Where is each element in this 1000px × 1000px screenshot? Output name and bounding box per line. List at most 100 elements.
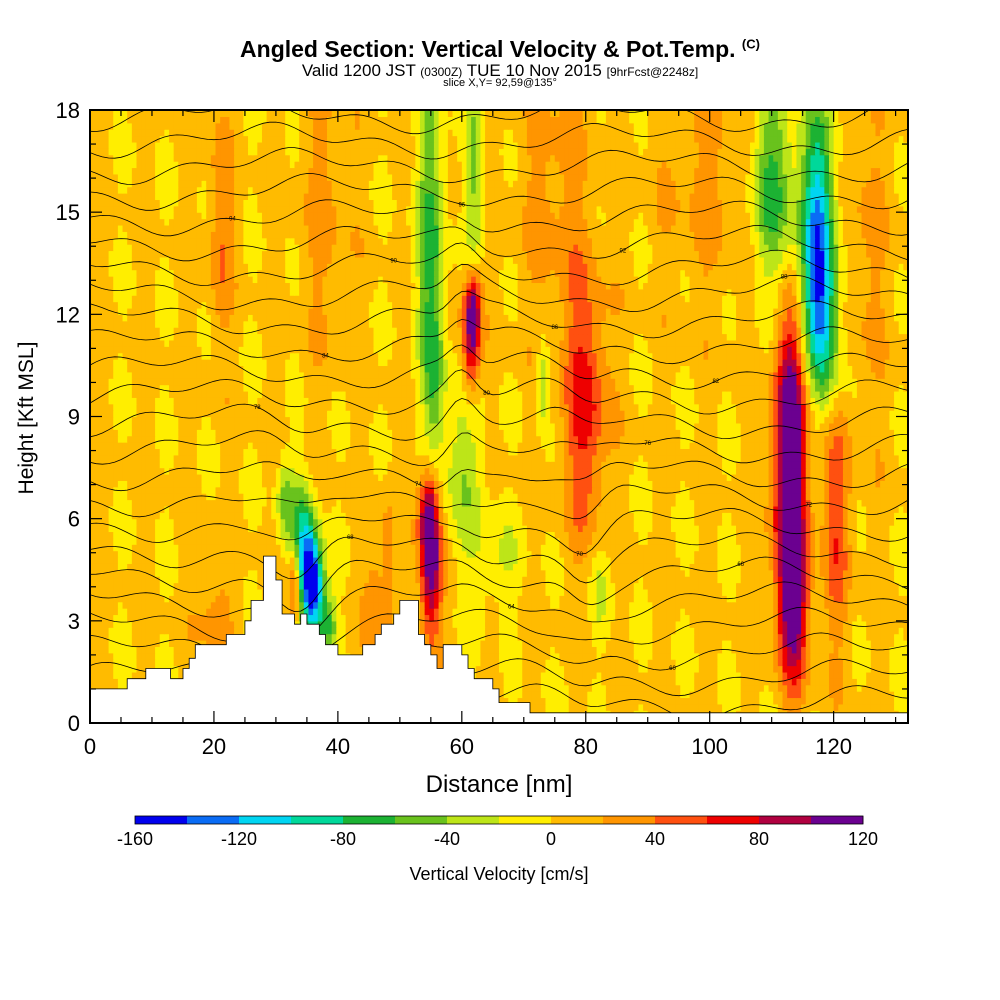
velocity-cell [573,652,579,660]
velocity-cell [619,633,626,641]
velocity-cell [791,569,798,577]
velocity-cell [127,544,133,552]
velocity-cell [499,595,505,603]
velocity-cell [736,620,742,628]
velocity-cell [466,646,472,654]
velocity-cell [717,556,723,564]
velocity-cell [540,652,547,660]
velocity-cell [722,588,728,596]
velocity-cell [824,671,830,679]
velocity-cell [526,620,533,628]
velocity-cell [471,646,477,654]
velocity-cell [122,678,128,686]
velocity-cell [763,556,770,564]
velocity-cell [717,595,723,603]
velocity-cell [447,556,454,564]
velocity-cell [220,569,226,577]
velocity-cell [657,550,663,558]
velocity-cell [615,544,621,552]
velocity-cell [615,639,621,647]
velocity-cell [652,614,658,622]
velocity-cell [113,659,119,667]
velocity-cell [540,569,547,577]
velocity-cell [364,601,370,609]
velocity-cell [573,576,579,584]
velocity-cell [173,652,179,660]
velocity-cell [466,620,472,628]
velocity-cell [192,614,198,622]
velocity-cell [661,614,667,622]
velocity-cell [852,544,858,552]
velocity-cell [173,544,179,552]
velocity-cell [475,569,482,577]
velocity-cell [787,563,793,571]
velocity-cell [861,601,867,609]
velocity-cell [489,639,495,647]
velocity-cell [419,550,426,558]
velocity-cell [117,588,124,596]
velocity-cell [717,563,723,571]
velocity-cell [838,563,844,571]
velocity-cell [210,639,217,647]
velocity-cell [759,614,765,622]
velocity-cell [633,665,640,673]
velocity-cell [480,646,486,654]
velocity-cell [578,608,584,616]
velocity-cell [141,608,147,616]
velocity-cell [545,633,551,641]
velocity-cell [745,627,751,635]
velocity-cell [526,646,533,654]
velocity-cell [350,608,356,616]
velocity-cell [856,582,863,590]
velocity-cell [889,544,895,552]
velocity-cell [512,563,519,571]
velocity-cell [601,678,607,686]
velocity-cell [601,556,607,564]
velocity-cell [782,633,788,641]
velocity-cell [722,556,728,564]
velocity-cell [787,646,793,654]
velocity-cell [359,633,365,641]
velocity-cell [689,652,695,660]
velocity-cell [675,665,681,673]
velocity-cell [740,608,746,616]
velocity-cell [536,614,542,622]
velocity-cell [833,556,839,564]
velocity-cell [489,556,495,564]
velocity-cell [94,569,100,577]
velocity-cell [717,582,723,590]
velocity-cell [224,544,231,552]
velocity-cell [796,691,802,699]
velocity-cell [526,627,533,635]
velocity-cell [615,556,621,564]
velocity-cell [629,678,635,686]
velocity-cell [141,576,147,584]
velocity-cell [261,537,268,545]
velocity-cell [419,608,426,616]
velocity-cell [354,601,361,609]
velocity-cell [145,569,152,577]
velocity-cell [173,601,179,609]
velocity-cell [141,544,147,552]
velocity-cell [633,601,640,609]
velocity-cell [791,684,798,692]
velocity-cell [657,639,663,647]
velocity-cell [545,576,551,584]
velocity-cell [708,703,714,711]
velocity-cell [159,620,165,628]
velocity-cell [136,537,142,545]
velocity-cell [684,588,691,596]
velocity-cell [578,582,584,590]
velocity-cell [173,582,179,590]
velocity-cell [605,588,612,596]
velocity-cell [438,627,444,635]
velocity-cell [113,576,119,584]
velocity-cell [568,601,574,609]
velocity-cell [127,639,133,647]
velocity-cell [522,588,528,596]
velocity-cell [819,588,825,596]
velocity-cell [122,601,128,609]
velocity-cell [131,614,138,622]
velocity-cell [526,697,533,705]
velocity-cell [285,544,291,552]
